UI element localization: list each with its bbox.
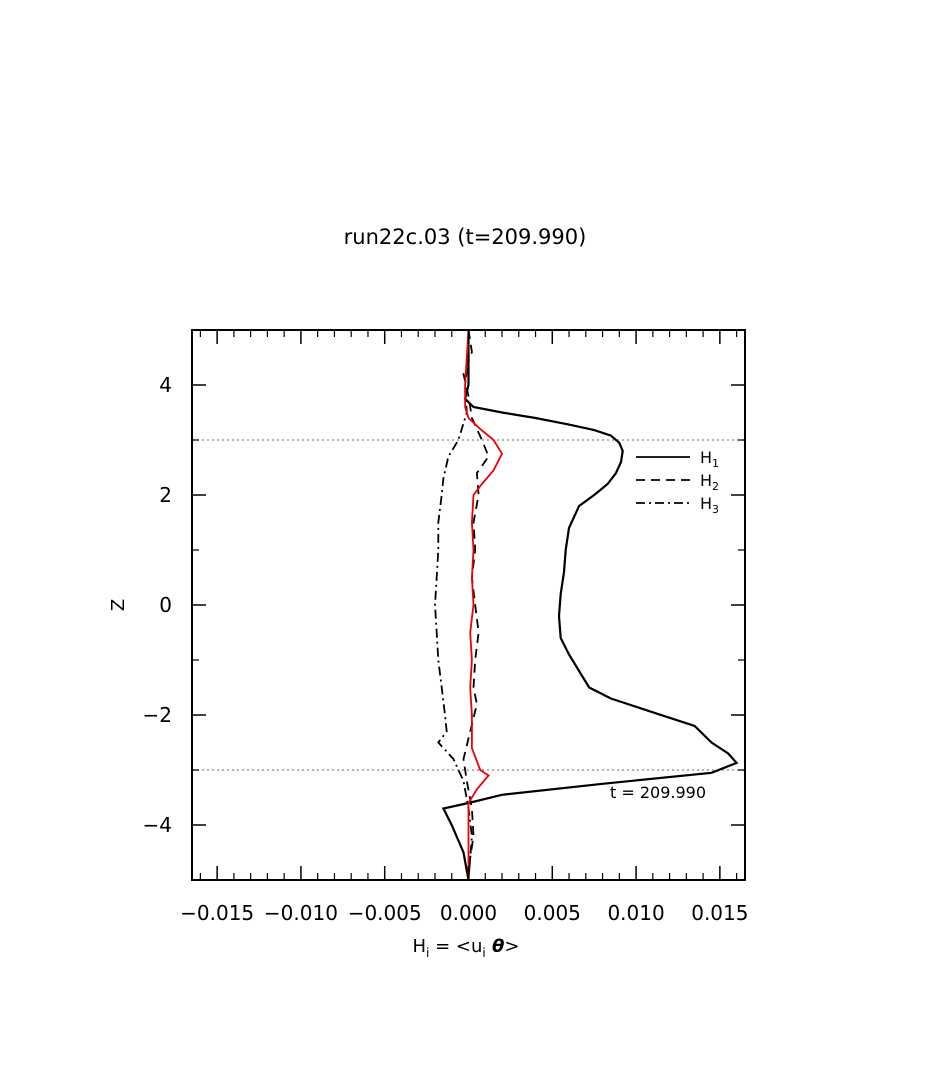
series-line	[464, 329, 504, 880]
y-tick-label: 4	[159, 373, 172, 397]
series-line	[441, 330, 739, 881]
time-annotation: t = 209.990	[610, 783, 706, 802]
x-tick-label: 0.015	[691, 901, 748, 925]
legend-label: H2	[700, 471, 719, 493]
x-tick-label: 0.005	[524, 901, 581, 925]
y-ticks: −4 −2 0 2 4	[143, 329, 745, 881]
legend-label: H1	[700, 448, 719, 470]
y-tick-label: 2	[159, 483, 172, 507]
x-tick-label: −0.015	[180, 901, 254, 925]
y-tick-label: 0	[159, 593, 172, 617]
x-axis-label: Hi = <ui θ>	[413, 936, 520, 960]
x-ticks: −0.015 −0.010 −0.005 0.000 0.005 0.010 0.015	[180, 330, 748, 925]
x-tick-label: −0.005	[348, 901, 422, 925]
series-group	[434, 329, 739, 881]
series-line	[434, 330, 473, 881]
y-tick-label: −2	[143, 703, 172, 727]
legend-label: H3	[700, 494, 719, 516]
x-tick-label: 0.000	[440, 901, 497, 925]
y-axis-label: Z	[108, 599, 129, 611]
reference-lines	[192, 439, 745, 771]
x-tick-label: −0.010	[264, 901, 338, 925]
y-tick-label: −4	[143, 813, 172, 837]
chart-title: run22c.03 (t=209.990)	[344, 225, 587, 249]
x-tick-label: 0.010	[607, 901, 664, 925]
